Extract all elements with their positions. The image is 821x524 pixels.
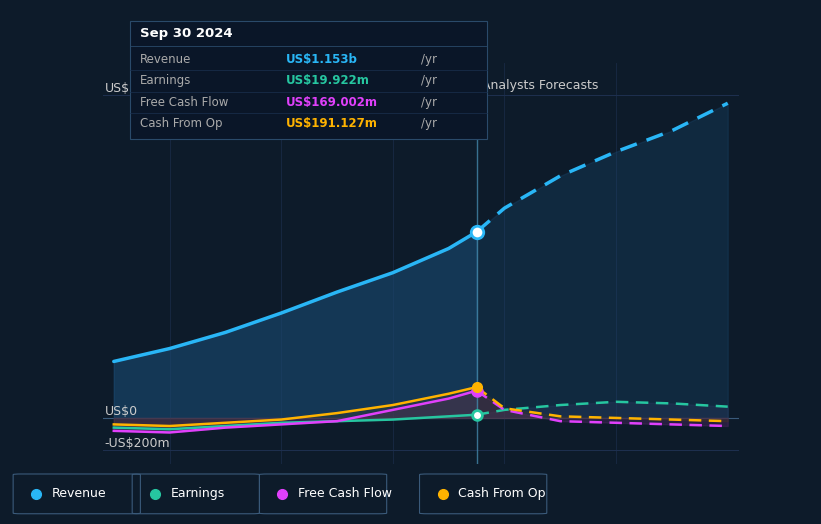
- Text: /yr: /yr: [421, 117, 437, 130]
- Text: Free Cash Flow: Free Cash Flow: [298, 487, 392, 500]
- Text: Sep 30 2024: Sep 30 2024: [140, 27, 232, 40]
- Text: US$191.127m: US$191.127m: [286, 117, 378, 130]
- Text: Revenue: Revenue: [140, 53, 191, 66]
- Text: Revenue: Revenue: [52, 487, 107, 500]
- Text: Earnings: Earnings: [171, 487, 225, 500]
- Text: /yr: /yr: [421, 53, 437, 66]
- Text: /yr: /yr: [421, 96, 437, 109]
- Text: Cash From Op: Cash From Op: [458, 487, 546, 500]
- Text: Analysts Forecasts: Analysts Forecasts: [482, 79, 599, 92]
- Text: US$1.153b: US$1.153b: [286, 53, 358, 66]
- Text: /yr: /yr: [421, 74, 437, 88]
- Text: Earnings: Earnings: [140, 74, 191, 88]
- Text: Cash From Op: Cash From Op: [140, 117, 222, 130]
- Text: US$19.922m: US$19.922m: [286, 74, 369, 88]
- Text: US$169.002m: US$169.002m: [286, 96, 378, 109]
- Text: Free Cash Flow: Free Cash Flow: [140, 96, 228, 109]
- Text: -US$200m: -US$200m: [105, 437, 171, 450]
- Text: Past: Past: [445, 79, 471, 92]
- Text: US$0: US$0: [105, 405, 138, 418]
- Text: US$2b: US$2b: [105, 82, 146, 95]
